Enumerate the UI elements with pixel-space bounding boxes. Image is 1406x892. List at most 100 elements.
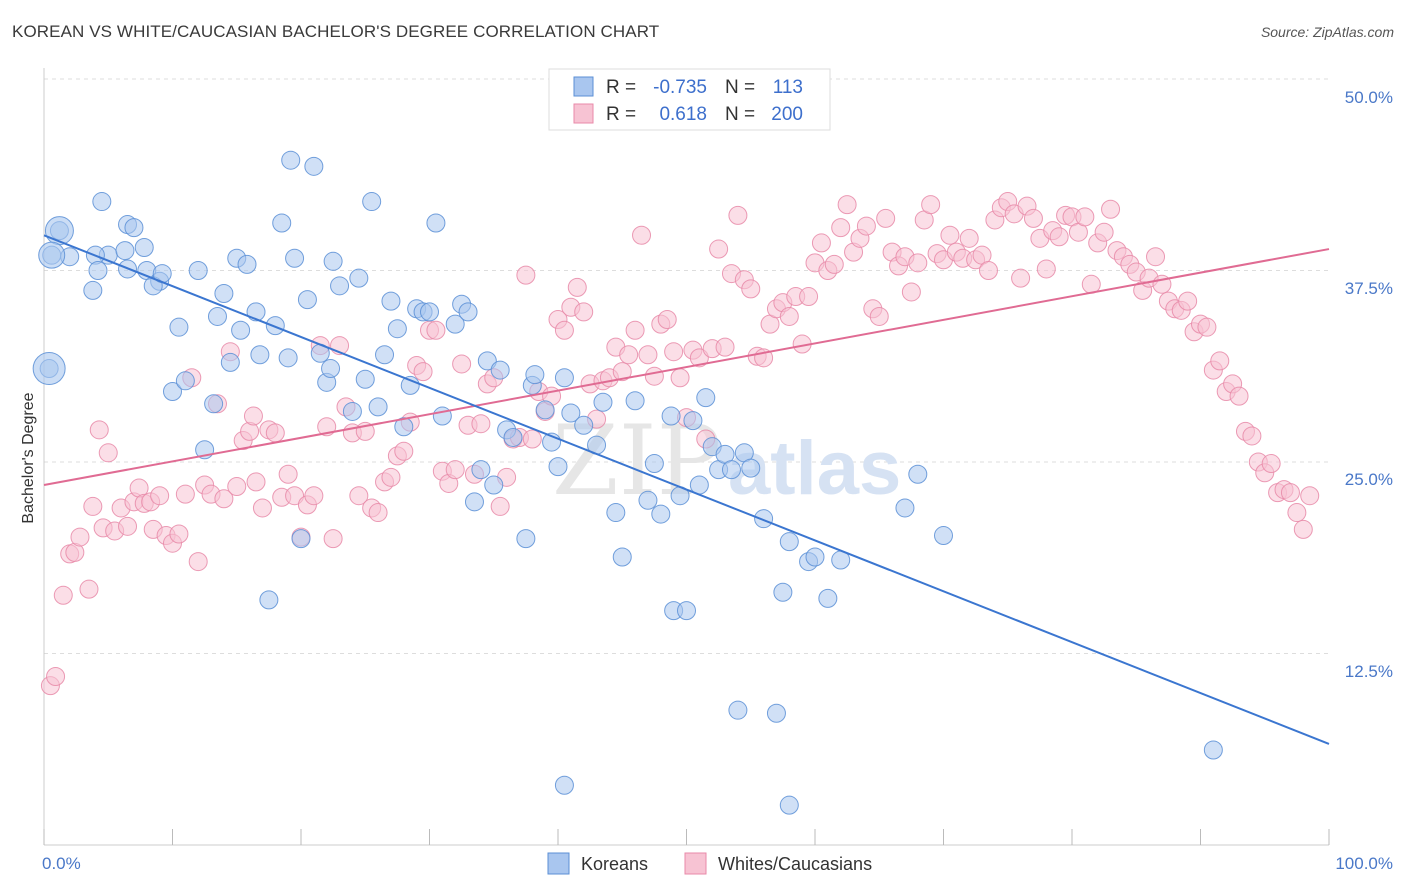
korean-point [773,582,793,602]
white-point [188,552,208,572]
bottom-legend: Koreans Whites/Caucasians [547,852,872,875]
white-point [516,265,536,285]
korean-point [297,290,317,310]
white-point [394,441,414,461]
korean-point [250,345,270,365]
bottom-legend-white-swatch [684,852,707,875]
white-point [1229,386,1249,406]
white-point [265,423,285,443]
white-point [1197,317,1217,337]
white-point [644,366,664,386]
top-legend: R = -0.735 N = 113 R = 0.618 N = 200 [548,68,831,131]
white-trend-line [43,248,1330,486]
white-point [1178,291,1198,311]
korean-point [908,464,928,484]
korean-point [323,251,343,271]
white-point [471,414,491,434]
y-tick-label-50: 50.0% [1345,88,1393,107]
korean-point [375,345,395,365]
legend-box [548,68,831,131]
korean-point [779,532,799,552]
bottom-legend-white-label: Whites/Caucasians [718,854,872,874]
korean-point [169,317,189,337]
korean-point [471,460,491,480]
white-point [612,362,632,382]
white-point [1049,227,1069,247]
korean-point [88,261,108,280]
y-axis-title: Bachelor's Degree [20,392,37,523]
white-point [349,486,369,506]
white-point [1280,483,1300,503]
white-point [824,254,844,274]
white-point [98,443,118,463]
korean-point [272,213,292,233]
korean-point [445,314,465,334]
white-point [285,486,305,506]
white-point [53,585,73,605]
korean-point [721,460,741,480]
legend-white-n-label: N = [725,104,755,125]
korean-point [291,529,311,549]
korean-point [525,365,545,385]
korean-point [259,590,279,610]
white-point [1036,259,1056,279]
white-point [118,516,138,536]
korean-point [426,213,446,233]
korean-point [265,316,285,336]
korean-point [231,320,251,340]
white-point [169,524,189,544]
korean-point [612,547,632,567]
korean-point [285,248,305,268]
korean-point [561,403,581,423]
white-point [70,527,90,547]
legend-korean-swatch [573,76,594,97]
white-point [554,320,574,340]
white-point [1146,247,1166,267]
white-point [715,337,735,357]
korean-point [895,498,915,518]
korean-point [503,427,523,447]
korean-point [92,192,112,212]
white-point [1075,207,1095,227]
legend-korean-n-value: 113 [773,77,803,98]
white-point [619,345,639,365]
white-point [959,228,979,248]
white-point [381,467,401,487]
white-point [368,503,388,523]
korean-point [188,261,208,280]
legend-white-r-label: R = [606,104,636,125]
korean-point [83,280,103,300]
white-point [908,253,928,273]
korean-point [766,703,786,723]
korean-point [754,509,774,529]
korean-point [281,150,301,170]
korean-point-large [32,352,66,386]
white-point [522,429,542,449]
legend-korean-r-value: -0.735 [653,77,707,98]
korean-point [420,302,439,322]
legend-korean-n-label: N = [725,77,755,98]
white-point [670,368,690,388]
korean-point [321,359,341,379]
y-tick-label-25: 25.0% [1345,470,1393,489]
korean-point [677,601,696,621]
white-point [304,486,324,506]
korean-point [394,417,414,437]
korean-point [779,795,799,815]
white-point [799,287,819,307]
white-point [1210,351,1230,371]
legend-korean-r-label: R = [606,77,636,98]
korean-point [175,371,195,391]
korean-points-layer [32,150,1223,815]
white-point [940,225,960,245]
white-point [1101,199,1121,219]
korean-point [237,254,257,274]
korean-point [381,291,401,311]
white-point [83,496,103,516]
chart-title: KOREAN VS WHITE/CAUCASIAN BACHELOR'S DEG… [12,22,660,41]
white-point [567,277,587,297]
white-point [574,302,594,322]
korean-point [134,238,154,258]
white-point [869,306,889,326]
